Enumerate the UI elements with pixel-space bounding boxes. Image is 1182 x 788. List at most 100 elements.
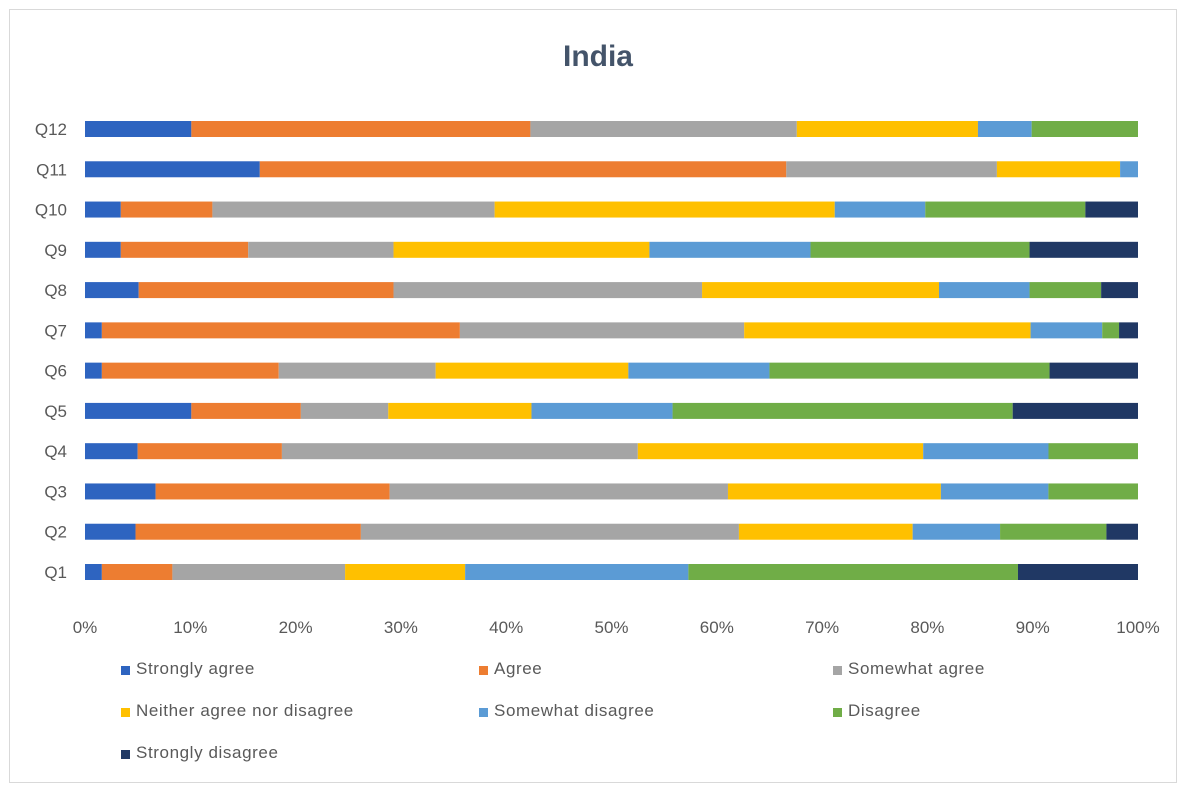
legend-label: Somewhat disagree (494, 701, 654, 720)
category-label-q3: Q3 (44, 482, 67, 501)
bar-q12-series-5 (977, 121, 1032, 137)
bar-q9-series-3 (248, 241, 394, 258)
bar-q9-series-6 (810, 241, 1030, 258)
bar-q1-series-5 (465, 564, 689, 580)
category-label-q5: Q5 (44, 402, 67, 421)
bar-q9-series-5 (649, 241, 811, 258)
x-tick-label: 80% (910, 618, 944, 637)
bar-q4-series-3 (281, 443, 638, 460)
bar-q3-series-6 (1048, 483, 1138, 500)
legend-label: Strongly disagree (136, 743, 279, 762)
x-tick-label: 30% (384, 618, 418, 637)
value-axis: 0% 10% 20% 30% 40% 50% 60% 70% 80% 90% 100% (73, 618, 1160, 637)
bar-q9-series-1 (85, 241, 121, 258)
bar-q6-series-2 (101, 362, 279, 379)
category-axis: Q1 Q2 Q3 Q4 Q5 Q6 Q7 Q8 Q9 Q10 Q11 Q12 (35, 120, 67, 582)
bar-q5-series-3 (300, 402, 389, 419)
bar-q3-series-2 (155, 483, 390, 500)
bar-q4-series-4 (637, 443, 924, 460)
bar-q9-series-7 (1029, 241, 1138, 258)
bar-q1-series-6 (688, 564, 1018, 580)
bar-q7-series-4 (744, 322, 1031, 339)
bar-q7-series-1 (85, 322, 102, 339)
bar-q2-series-7 (1106, 523, 1138, 540)
legend-swatch (121, 750, 130, 759)
bar-q7-series-3 (459, 322, 745, 339)
legend-swatch (833, 666, 842, 675)
bar-q11-series-5 (1120, 161, 1138, 178)
bar-q2-series-1 (85, 523, 136, 540)
bar-q8-series-5 (938, 282, 1030, 299)
bar-q5-series-7 (1012, 402, 1138, 419)
x-tick-label: 70% (805, 618, 839, 637)
bar-q10-series-6 (925, 201, 1086, 218)
category-label-q4: Q4 (44, 442, 67, 461)
bar-q5-series-1 (85, 402, 192, 419)
legend-swatch (121, 666, 130, 675)
bar-q8-series-3 (393, 282, 703, 299)
bar-q6-series-4 (435, 362, 629, 379)
x-tick-label: 60% (700, 618, 734, 637)
bar-q1-series-2 (101, 564, 173, 580)
chart-frame (9, 9, 1177, 783)
bar-q1-series-3 (172, 564, 346, 580)
legend: Strongly agree Agree Somewhat agree Neither… (121, 659, 984, 762)
bar-q6-series-7 (1049, 362, 1138, 379)
bar-q5-series-6 (672, 402, 1013, 419)
category-label-q9: Q9 (44, 241, 67, 260)
category-label-q6: Q6 (44, 362, 67, 381)
bar-q8-series-4 (702, 282, 939, 299)
legend-swatch (479, 666, 488, 675)
bar-q12-series-1 (85, 121, 192, 137)
bar-q6-series-5 (628, 362, 770, 379)
bar-q3-series-3 (389, 483, 728, 500)
bar-q2-series-2 (135, 523, 361, 540)
bar-q1-series-1 (85, 564, 102, 580)
bar-q4-series-5 (923, 443, 1049, 460)
bar-q10-series-4 (494, 201, 835, 218)
bar-q8-series-7 (1101, 282, 1138, 299)
bar-q7-series-2 (101, 322, 460, 339)
bar-q8-series-6 (1029, 282, 1102, 299)
bar-q11-series-3 (786, 161, 997, 178)
bar-q3-series-5 (940, 483, 1049, 500)
bar-q1-series-4 (345, 564, 466, 580)
bar-q7-series-6 (1102, 322, 1120, 339)
bar-q2-series-6 (1000, 523, 1107, 540)
chart-title: India (563, 40, 633, 73)
category-label-q12: Q12 (35, 120, 67, 139)
bar-q10-series-7 (1085, 201, 1138, 218)
bar-q7-series-5 (1030, 322, 1103, 339)
bar-q11-series-4 (996, 161, 1121, 178)
legend-swatch (479, 708, 488, 717)
legend-label: Disagree (848, 701, 921, 720)
bar-q3-series-4 (727, 483, 941, 500)
bar-q11-series-2 (259, 161, 787, 178)
bar-q12-series-4 (796, 121, 978, 137)
category-label-q8: Q8 (44, 281, 67, 300)
bar-q5-series-5 (531, 402, 673, 419)
category-label-q11: Q11 (36, 160, 67, 179)
bar-q9-series-2 (120, 241, 249, 258)
legend-label: Neither agree nor disagree (136, 701, 354, 720)
bar-q10-series-3 (212, 201, 495, 218)
bar-q6-series-1 (85, 362, 102, 379)
bar-q6-series-6 (769, 362, 1050, 379)
category-label-q10: Q10 (35, 201, 67, 220)
bar-q8-series-1 (85, 282, 139, 299)
bar-q2-series-3 (360, 523, 739, 540)
bar-q6-series-3 (278, 362, 436, 379)
bar-q8-series-2 (138, 282, 394, 299)
bar-q2-series-5 (912, 523, 1001, 540)
bar-q10-series-2 (120, 201, 213, 218)
category-label-q7: Q7 (44, 321, 67, 340)
x-tick-label: 50% (594, 618, 628, 637)
bar-q4-series-2 (137, 443, 282, 460)
legend-label: Strongly agree (136, 659, 255, 678)
x-tick-label: 90% (1016, 618, 1050, 637)
bar-q3-series-1 (85, 483, 156, 500)
x-tick-label: 10% (173, 618, 207, 637)
x-tick-label: 0% (73, 618, 98, 637)
bar-q12-series-3 (530, 121, 797, 137)
